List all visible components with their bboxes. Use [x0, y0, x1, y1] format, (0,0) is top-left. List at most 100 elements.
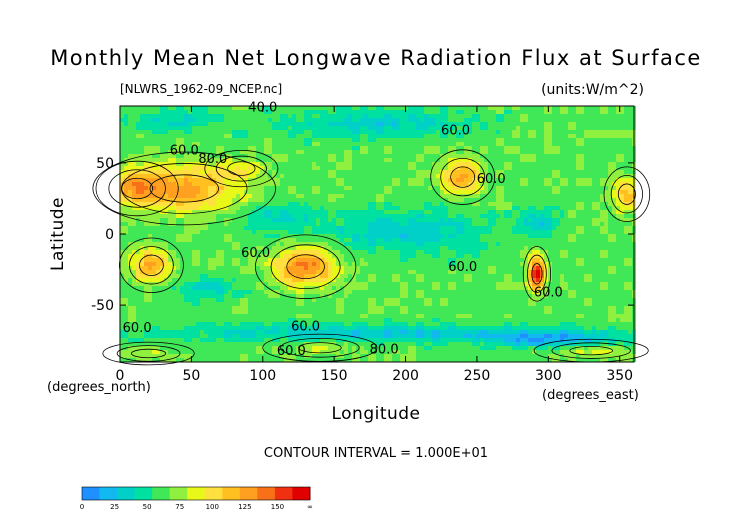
heatmap-cell: [524, 142, 528, 146]
heatmap-cell: [616, 170, 620, 174]
heatmap-cell: [380, 166, 384, 170]
heatmap-cell: [412, 106, 416, 110]
heatmap-cell: [228, 142, 232, 146]
heatmap-cell: [272, 214, 276, 218]
heatmap-cell: [468, 258, 472, 262]
heatmap-cell: [540, 250, 544, 254]
heatmap-cell: [620, 130, 624, 134]
heatmap-cell: [380, 238, 384, 242]
heatmap-cell: [316, 174, 320, 178]
heatmap-cell: [620, 250, 624, 254]
heatmap-cell: [180, 242, 184, 246]
heatmap-cell: [544, 130, 548, 134]
heatmap-cell: [304, 166, 308, 170]
heatmap-cell: [248, 150, 252, 154]
heatmap-cell: [164, 190, 168, 194]
heatmap-cell: [312, 114, 316, 118]
heatmap-cell: [432, 214, 436, 218]
heatmap-cell: [244, 158, 248, 162]
heatmap-cell: [340, 214, 344, 218]
heatmap-cell: [440, 110, 444, 114]
heatmap-cell: [380, 250, 384, 254]
heatmap-cell: [576, 158, 580, 162]
heatmap-cell: [188, 126, 192, 130]
heatmap-cell: [224, 166, 228, 170]
heatmap-cell: [552, 218, 556, 222]
heatmap-cell: [504, 130, 508, 134]
heatmap-cell: [340, 122, 344, 126]
heatmap-cell: [352, 238, 356, 242]
heatmap-cell: [384, 214, 388, 218]
heatmap-cell: [596, 114, 600, 118]
heatmap-cell: [388, 198, 392, 202]
heatmap-cell: [264, 214, 268, 218]
heatmap-cell: [284, 258, 288, 262]
heatmap-cell: [128, 198, 132, 202]
heatmap-cell: [548, 230, 552, 234]
heatmap-cell: [416, 182, 420, 186]
heatmap-cell: [524, 250, 528, 254]
heatmap-cell: [356, 218, 360, 222]
heatmap-cell: [576, 242, 580, 246]
heatmap-cell: [280, 174, 284, 178]
heatmap-cell: [496, 246, 500, 250]
heatmap-cell: [308, 146, 312, 150]
heatmap-cell: [208, 114, 212, 118]
heatmap-cell: [184, 166, 188, 170]
heatmap-cell: [348, 178, 352, 182]
heatmap-cell: [372, 138, 376, 142]
heatmap-cell: [216, 138, 220, 142]
heatmap-cell: [240, 242, 244, 246]
heatmap-cell: [304, 126, 308, 130]
heatmap-cell: [340, 258, 344, 262]
heatmap-cell: [380, 198, 384, 202]
heatmap-cell: [144, 166, 148, 170]
heatmap-cell: [224, 242, 228, 246]
heatmap-cell: [248, 250, 252, 254]
heatmap-cell: [280, 238, 284, 242]
heatmap-cell: [488, 142, 492, 146]
heatmap-cell: [484, 190, 488, 194]
heatmap-cell: [400, 214, 404, 218]
heatmap-cell: [512, 118, 516, 122]
heatmap-cell: [372, 182, 376, 186]
heatmap-cell: [548, 226, 552, 230]
heatmap-cell: [340, 250, 344, 254]
heatmap-cell: [492, 234, 496, 238]
heatmap-cell: [388, 114, 392, 118]
heatmap-cell: [232, 162, 236, 166]
heatmap-cell: [304, 250, 308, 254]
heatmap-cell: [620, 122, 624, 126]
heatmap-cell: [544, 246, 548, 250]
heatmap-cell: [200, 230, 204, 234]
heatmap-cell: [524, 122, 528, 126]
heatmap-cell: [624, 166, 628, 170]
heatmap-cell: [452, 126, 456, 130]
heatmap-cell: [364, 234, 368, 238]
heatmap-cell: [384, 178, 388, 182]
heatmap-cell: [472, 138, 476, 142]
heatmap-cell: [380, 234, 384, 238]
heatmap-cell: [500, 150, 504, 154]
heatmap-cell: [584, 214, 588, 218]
heatmap-cell: [404, 230, 408, 234]
heatmap-cell: [284, 186, 288, 190]
heatmap-cell: [412, 162, 416, 166]
heatmap-cell: [300, 194, 304, 198]
heatmap-cell: [600, 254, 604, 258]
heatmap-cell: [424, 246, 428, 250]
heatmap-cell: [556, 190, 560, 194]
heatmap-cell: [584, 166, 588, 170]
heatmap-cell: [348, 162, 352, 166]
heatmap-cell: [380, 190, 384, 194]
heatmap-cell: [508, 110, 512, 114]
heatmap-cell: [248, 198, 252, 202]
heatmap-cell: [460, 202, 464, 206]
heatmap-cell: [128, 146, 132, 150]
heatmap-cell: [400, 130, 404, 134]
heatmap-cell: [164, 166, 168, 170]
heatmap-cell: [536, 170, 540, 174]
heatmap-cell: [600, 210, 604, 214]
heatmap-cell: [488, 246, 492, 250]
heatmap-cell: [456, 186, 460, 190]
